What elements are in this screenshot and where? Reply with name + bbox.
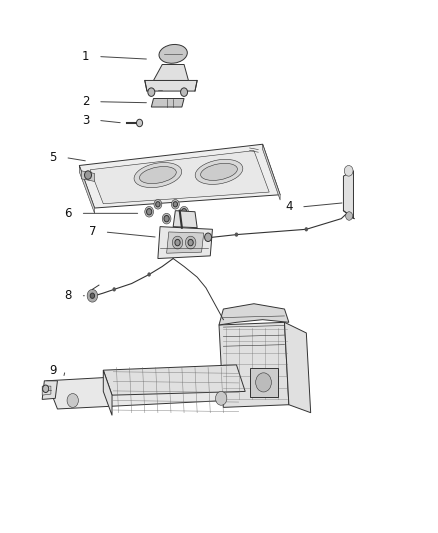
- Polygon shape: [158, 227, 212, 259]
- Ellipse shape: [159, 44, 187, 63]
- Circle shape: [173, 201, 177, 207]
- Text: 4: 4: [285, 200, 293, 213]
- Text: 2: 2: [82, 95, 90, 108]
- Polygon shape: [103, 365, 245, 395]
- Circle shape: [205, 233, 212, 241]
- Circle shape: [87, 289, 98, 302]
- Polygon shape: [42, 381, 57, 399]
- Circle shape: [185, 236, 196, 249]
- Ellipse shape: [154, 199, 162, 209]
- Circle shape: [180, 88, 187, 96]
- Circle shape: [346, 212, 353, 220]
- Circle shape: [148, 272, 151, 277]
- Ellipse shape: [195, 159, 243, 184]
- Circle shape: [215, 391, 227, 405]
- Circle shape: [304, 227, 308, 231]
- Polygon shape: [151, 99, 184, 107]
- Text: 6: 6: [65, 207, 72, 220]
- Circle shape: [172, 236, 183, 249]
- Ellipse shape: [162, 213, 171, 224]
- Circle shape: [256, 373, 272, 392]
- Polygon shape: [343, 171, 353, 219]
- Polygon shape: [166, 232, 204, 253]
- Ellipse shape: [171, 199, 179, 209]
- Circle shape: [113, 287, 116, 292]
- Polygon shape: [219, 304, 289, 325]
- Circle shape: [148, 88, 155, 96]
- Circle shape: [175, 239, 180, 246]
- Circle shape: [164, 215, 169, 222]
- Polygon shape: [90, 151, 269, 204]
- Circle shape: [42, 385, 49, 392]
- Text: 5: 5: [49, 151, 57, 164]
- Circle shape: [188, 239, 193, 246]
- Polygon shape: [103, 370, 112, 415]
- Ellipse shape: [201, 164, 237, 180]
- Circle shape: [90, 293, 95, 298]
- Polygon shape: [79, 165, 95, 213]
- Text: 3: 3: [82, 114, 89, 127]
- Ellipse shape: [134, 163, 182, 188]
- Circle shape: [147, 208, 152, 215]
- Polygon shape: [285, 322, 311, 413]
- Polygon shape: [263, 144, 280, 200]
- Polygon shape: [42, 386, 51, 395]
- Polygon shape: [219, 322, 289, 407]
- Text: 8: 8: [65, 289, 72, 302]
- Circle shape: [85, 171, 92, 179]
- Polygon shape: [173, 211, 197, 228]
- Polygon shape: [81, 171, 95, 181]
- Ellipse shape: [145, 206, 153, 217]
- Ellipse shape: [139, 167, 176, 183]
- Circle shape: [155, 201, 160, 207]
- Circle shape: [67, 393, 78, 407]
- Text: 9: 9: [49, 364, 57, 377]
- Circle shape: [344, 165, 353, 176]
- Ellipse shape: [180, 206, 188, 217]
- Polygon shape: [153, 64, 188, 80]
- FancyBboxPatch shape: [250, 368, 278, 397]
- Text: 7: 7: [88, 225, 96, 238]
- Text: 1: 1: [82, 50, 90, 63]
- Polygon shape: [145, 80, 197, 91]
- Circle shape: [181, 208, 187, 215]
- Circle shape: [137, 119, 143, 127]
- Polygon shape: [79, 144, 280, 208]
- Polygon shape: [46, 370, 247, 409]
- Circle shape: [235, 232, 238, 237]
